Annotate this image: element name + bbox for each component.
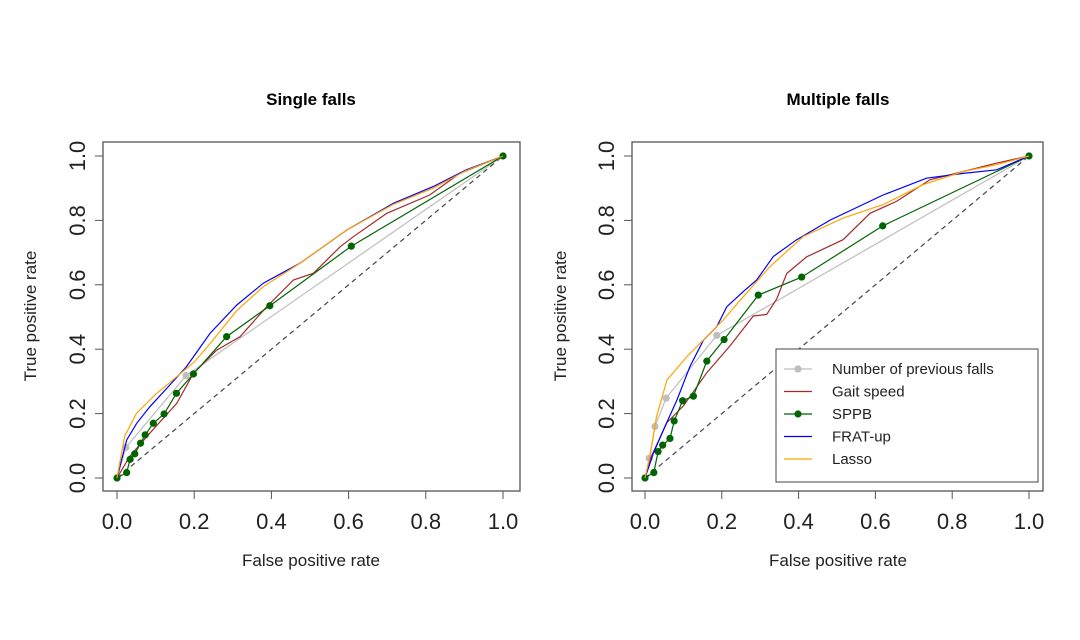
y-tick-label: 0.6	[594, 270, 619, 301]
data-point	[754, 291, 762, 299]
x-tick-label: 0.6	[333, 509, 364, 534]
data-point	[189, 370, 198, 378]
legend-marker	[794, 410, 802, 418]
series-gait-speed	[116, 155, 504, 479]
data-point	[713, 331, 721, 339]
y-tick-label: 0.0	[65, 463, 90, 494]
legend-item: Number of previous falls	[784, 361, 994, 378]
legend-marker	[794, 365, 802, 373]
y-axis-label: True positive rate	[21, 251, 40, 382]
legend-label: SPPB	[832, 406, 872, 423]
data-point	[136, 439, 145, 447]
series-line	[644, 155, 1030, 479]
panel-multiple-falls: Multiple falls False positive rate True …	[551, 90, 1044, 570]
series-lasso	[644, 155, 1030, 479]
data-point	[160, 410, 168, 418]
x-tick-label: 0.0	[630, 509, 661, 534]
data-point	[223, 333, 231, 341]
series-lasso	[116, 155, 504, 479]
legend-item: FRAT-up	[784, 429, 891, 446]
x-tick-label: 0.6	[860, 509, 891, 534]
legend-item: SPPB	[784, 406, 872, 423]
y-tick-label: 0.2	[594, 398, 619, 429]
x-tick-label: 0.0	[102, 509, 133, 534]
x-tick-label: 0.8	[411, 509, 442, 534]
chart-title: Multiple falls	[787, 90, 890, 109]
y-tick-label: 0.2	[65, 398, 90, 429]
chart-title: Single falls	[266, 90, 356, 109]
data-point	[666, 434, 674, 442]
data-point	[182, 372, 190, 380]
data-point	[141, 431, 149, 439]
legend: Number of previous falls Gait speed SPPB FR…	[775, 348, 1039, 483]
data-point	[720, 335, 728, 344]
y-tick-label: 1.0	[65, 141, 90, 172]
data-point	[650, 468, 658, 477]
legend-item: Gait speed	[784, 384, 905, 401]
series-line	[644, 155, 1030, 479]
y-axis-label: True positive rate	[551, 251, 570, 382]
series-line	[116, 155, 504, 479]
series-gait-speed	[644, 155, 1030, 479]
panel-single-falls: Single falls False positive rate True po…	[21, 90, 521, 570]
series-frat-up	[644, 155, 1030, 479]
series-line	[116, 155, 504, 479]
legend-label: Lasso	[832, 451, 872, 468]
x-tick-label: 1.0	[1014, 509, 1045, 534]
plot-frame	[102, 141, 521, 492]
data-point	[131, 450, 139, 458]
x-tick-label: 0.2	[179, 509, 210, 534]
x-axis-label: False positive rate	[242, 551, 380, 570]
y-tick-label: 0.4	[594, 334, 619, 365]
x-tick-label: 0.4	[256, 509, 287, 534]
series-line	[116, 155, 504, 479]
x-tick-label: 0.4	[783, 509, 814, 534]
data-point	[662, 394, 670, 402]
legend-label: FRAT-up	[832, 429, 891, 446]
data-point	[670, 417, 678, 425]
data-point	[149, 419, 157, 427]
data-point	[679, 397, 687, 405]
x-tick-label: 1.0	[488, 509, 519, 534]
x-axis-label: False positive rate	[769, 551, 907, 570]
data-point	[347, 242, 355, 250]
data-point	[172, 389, 181, 397]
y-tick-label: 0.6	[65, 270, 90, 301]
series-line	[644, 155, 1030, 479]
data-point	[659, 441, 667, 449]
data-point	[703, 357, 711, 365]
y-tick-label: 1.0	[594, 141, 619, 172]
plot-frame	[631, 141, 1044, 492]
y-tick-label: 0.8	[65, 205, 90, 236]
data-point	[879, 222, 887, 230]
data-point	[798, 273, 806, 281]
y-tick-label: 0.8	[594, 205, 619, 236]
data-point	[126, 455, 134, 463]
legend-label: Gait speed	[832, 384, 905, 401]
series-number-of-previous-falls	[113, 152, 507, 482]
data-point	[123, 468, 131, 477]
series-sppb	[641, 152, 1033, 482]
legend-label: Number of previous falls	[832, 361, 994, 378]
data-point	[654, 447, 662, 456]
series-frat-up	[116, 155, 504, 479]
y-tick-label: 0.0	[594, 463, 619, 494]
chance-diagonal	[644, 155, 1030, 479]
x-tick-label: 0.8	[937, 509, 968, 534]
chance-diagonal	[116, 155, 504, 479]
y-tick-label: 0.4	[65, 334, 90, 365]
x-tick-label: 0.2	[707, 509, 738, 534]
legend-item: Lasso	[784, 451, 872, 468]
data-point	[689, 392, 697, 400]
legend-box	[775, 348, 1039, 483]
data-point	[266, 302, 274, 310]
series-sppb	[113, 152, 507, 482]
